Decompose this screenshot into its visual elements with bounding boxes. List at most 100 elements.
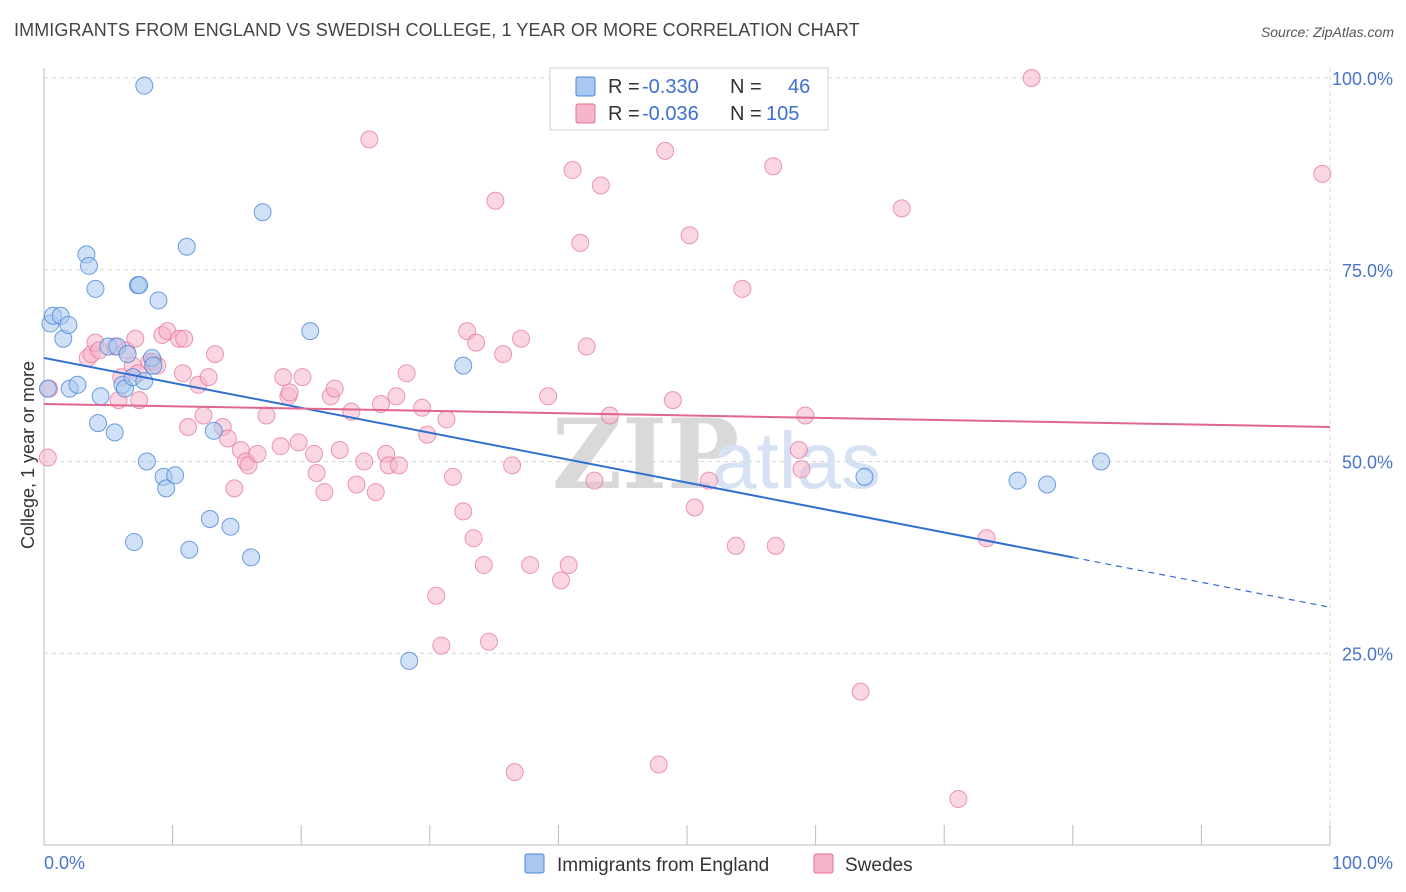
swedes-point (656, 141, 675, 160)
swedes-point (563, 161, 582, 180)
swedes-point (280, 383, 299, 402)
england-point (91, 387, 110, 406)
swedes-point (305, 444, 324, 463)
swedes-point (663, 391, 682, 410)
england-point (118, 345, 137, 364)
series-england-points (38, 76, 1111, 670)
england-point (855, 467, 874, 486)
england-point (86, 279, 105, 298)
legend-n-label-1: N = (730, 76, 762, 98)
swedes-point (503, 456, 522, 475)
y-tick-label: 100.0% (1332, 69, 1393, 89)
swedes-point (389, 456, 408, 475)
y-tick-labels: 100.0% 75.0% 50.0% 25.0% (1332, 69, 1393, 664)
swedes-point (454, 502, 473, 521)
swedes-point (330, 440, 349, 459)
england-point (80, 256, 99, 275)
swedes-point (789, 440, 808, 459)
swedes-point (218, 429, 237, 448)
swedes-trend-line (43, 402, 1331, 428)
swedes-point (130, 391, 149, 410)
swedes-point (685, 498, 704, 517)
swedes-point (38, 448, 57, 467)
swedes-point (521, 556, 540, 575)
swedes-point (206, 345, 225, 364)
swedes-point (271, 437, 290, 456)
england-point (253, 203, 272, 222)
swedes-point (437, 410, 456, 429)
swedes-point (505, 763, 524, 782)
england-point (221, 517, 240, 536)
source-label: Source: ZipAtlas.com (1260, 24, 1394, 40)
swedes-point (307, 464, 326, 483)
england-point (149, 291, 168, 310)
swedes-point (175, 329, 194, 348)
watermark: ZIP atlas (552, 398, 881, 511)
england-point (1092, 452, 1111, 471)
swedes-point (796, 406, 815, 425)
bottom-legend-england: Immigrants from England (557, 855, 769, 876)
england-trend-extension (1072, 556, 1331, 608)
england-point (177, 237, 196, 256)
swedes-point (494, 345, 513, 364)
y-tick-label: 75.0% (1342, 261, 1393, 281)
swedes-point (766, 536, 785, 555)
swedes-point (851, 682, 870, 701)
legend-r-value-1: -0.330 (642, 76, 699, 98)
swedes-point (726, 536, 745, 555)
swedes-point (467, 333, 486, 352)
swedes-point (577, 337, 596, 356)
watermark-atlas: atlas (712, 416, 881, 505)
england-point (125, 533, 144, 552)
swedes-point (649, 755, 668, 774)
england-point (68, 375, 87, 394)
x-tick-label-max: 100.0% (1332, 853, 1393, 873)
swedes-point (571, 233, 590, 252)
england-point (144, 356, 163, 375)
swedes-point (387, 387, 406, 406)
series-swedes-points (38, 69, 1332, 808)
legend-n-label-2: N = (730, 103, 762, 125)
y-tick-label: 50.0% (1342, 453, 1393, 473)
swedes-point (371, 394, 390, 413)
swedes-point (315, 483, 334, 502)
legend-swatch-swedes (575, 103, 596, 124)
swedes-point (1022, 69, 1041, 87)
swedes-point (792, 460, 811, 479)
swedes-point (699, 471, 718, 490)
swedes-point (551, 571, 570, 590)
x-tick-labels: 0.0% 100.0% (44, 853, 1393, 873)
swedes-point (432, 636, 451, 655)
swedes-point (892, 199, 911, 218)
legend-n-value-2: 105 (766, 103, 799, 125)
swedes-point (418, 425, 437, 444)
england-point (180, 540, 199, 559)
england-point (59, 315, 78, 334)
swedes-point (413, 398, 432, 417)
swedes-point (274, 368, 293, 387)
england-point (157, 479, 176, 498)
swedes-point (199, 368, 218, 387)
swedes-point (464, 529, 483, 548)
swedes-point (1313, 164, 1332, 183)
swedes-point (539, 387, 558, 406)
england-point (454, 356, 473, 375)
swedes-point (591, 176, 610, 195)
legend-n-value-1: 46 (788, 76, 810, 98)
swedes-point (949, 789, 968, 808)
swedes-point (179, 417, 198, 436)
england-point (137, 452, 156, 471)
swedes-point (355, 452, 374, 471)
swedes-point (397, 364, 416, 383)
swedes-point (194, 406, 213, 425)
england-point (105, 423, 124, 442)
england-point (135, 76, 154, 95)
england-point (200, 510, 219, 529)
swedes-point (559, 556, 578, 575)
legend-r-value-2: -0.036 (642, 103, 699, 125)
legend-box (549, 67, 829, 131)
swedes-point (585, 471, 604, 490)
swedes-point (325, 379, 344, 398)
england-trend-line (43, 356, 1073, 559)
